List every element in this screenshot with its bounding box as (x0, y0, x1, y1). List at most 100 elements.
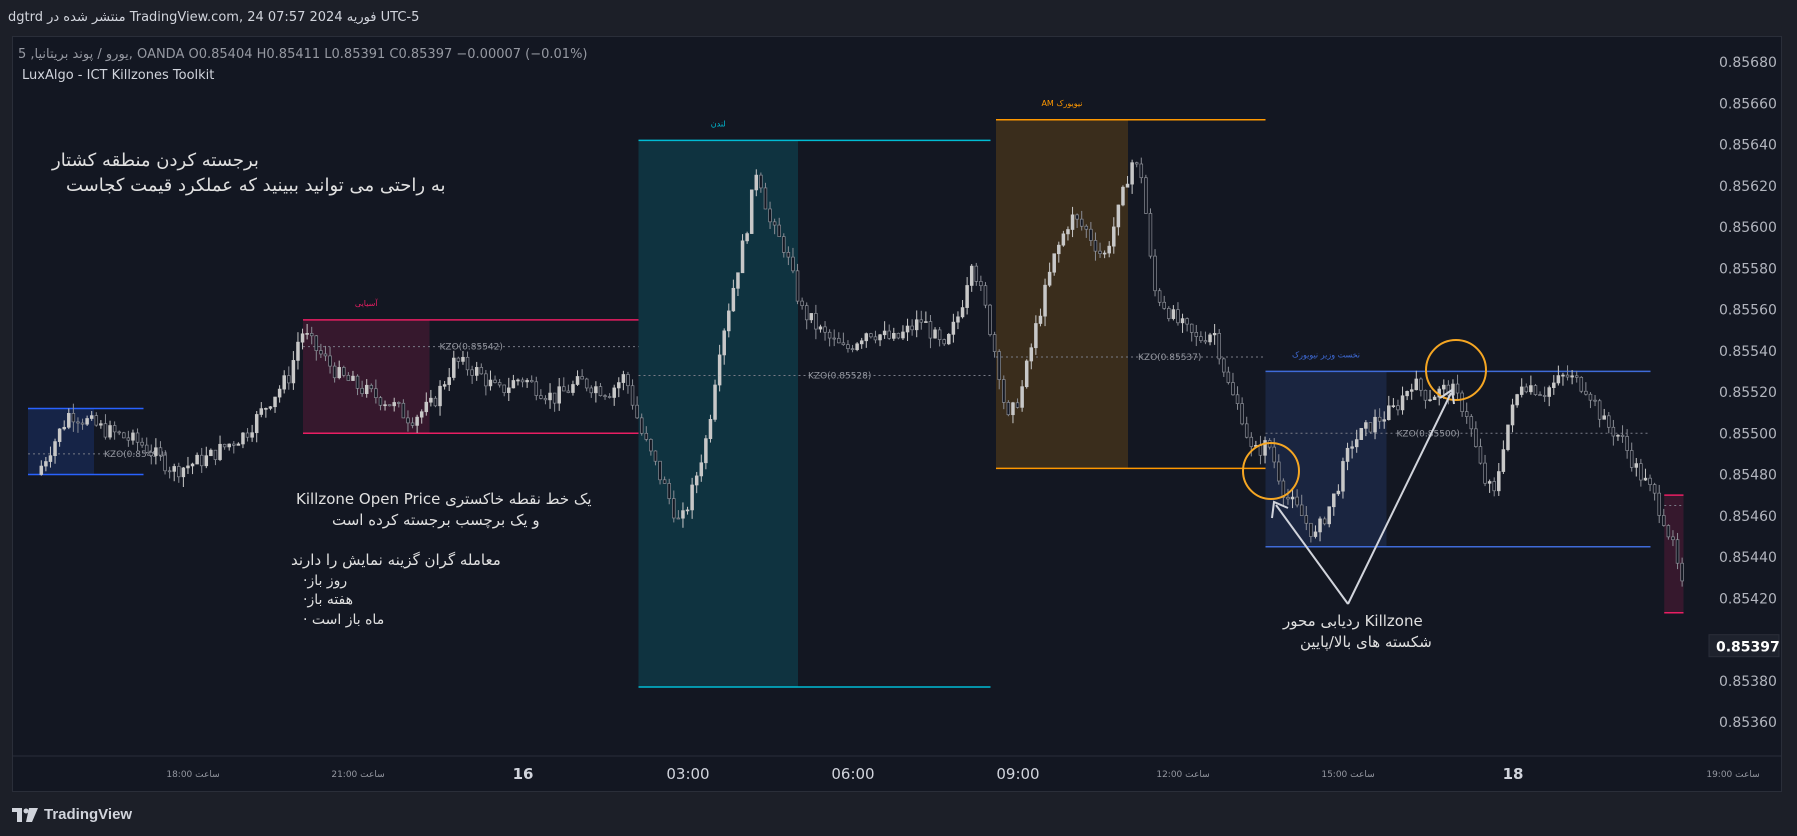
y-axis-tick-label: 0.85460 (1719, 509, 1777, 525)
x-axis-tick-label: 09:00 (996, 765, 1039, 783)
symbol-legend: یورو / پوند بریتانیا, 5, OANDA O0.85404 … (18, 47, 588, 62)
tradingview-logo[interactable]: TradingView (12, 806, 132, 823)
candle-body (956, 316, 960, 323)
candle-body (882, 330, 887, 336)
published-text: dgtrd منتشر شده در TradingView.com, 24 ف… (8, 10, 420, 25)
candle-body (76, 421, 80, 424)
indicator-legend: LuxAlgo - ICT Killzones Toolkit (22, 68, 214, 83)
candle-body (1464, 411, 1469, 417)
candle-body (1400, 395, 1405, 411)
candle-body (268, 406, 273, 409)
candle-body (910, 325, 914, 331)
candle-body (782, 236, 786, 253)
candle-body (649, 439, 653, 452)
candle-body (144, 444, 149, 453)
candle-body (452, 357, 456, 378)
candle-body (630, 385, 635, 406)
candle-body (580, 376, 584, 380)
candle-body (401, 402, 406, 419)
candle-body (1015, 402, 1020, 408)
candle-body (1556, 375, 1561, 384)
candle-body (1382, 419, 1386, 422)
candle-body (1652, 484, 1657, 494)
candle-body (314, 335, 319, 351)
candle-body (410, 422, 415, 426)
candle-body (901, 331, 905, 339)
candle-body (759, 174, 763, 189)
candle-body (1235, 394, 1240, 404)
y-axis-tick-label: 0.85580 (1719, 261, 1777, 277)
candle-body (406, 417, 410, 424)
candle-body (1098, 250, 1102, 254)
candle-body (1432, 396, 1437, 401)
candle-body (800, 300, 804, 306)
candle-body (305, 333, 309, 335)
candle-body (177, 466, 181, 478)
candle-body (621, 374, 626, 383)
candle-body (690, 484, 694, 511)
candle-body (772, 221, 777, 226)
candle-body (658, 460, 662, 481)
candle-body (626, 374, 630, 387)
candle-body (254, 414, 259, 434)
candle-body (1322, 518, 1327, 525)
candle-body (1419, 378, 1423, 391)
candle-body (163, 454, 167, 472)
candle-body (1570, 375, 1574, 378)
candle-body (1112, 226, 1116, 247)
candle-body (1510, 404, 1515, 426)
candle-body (969, 265, 974, 286)
candle-body (355, 375, 360, 389)
candle-body (1130, 162, 1134, 185)
candle-body (873, 336, 878, 341)
candle-body (323, 353, 328, 357)
y-axis-tick-label: 0.85560 (1719, 303, 1777, 319)
y-axis-tick-label: 0.85360 (1719, 715, 1777, 731)
candle-body (1011, 402, 1015, 416)
candle-body (135, 432, 140, 443)
candle-body (1066, 229, 1070, 235)
candle-body (1506, 424, 1510, 450)
candle-body (154, 447, 158, 456)
killzone-open-price-label: KZO(0.85490) (104, 450, 167, 460)
tradingview-icon (12, 807, 38, 822)
candle-body (562, 386, 566, 392)
candle-body (282, 375, 286, 390)
candle-body (1373, 416, 1377, 433)
candle-body (1089, 228, 1093, 241)
candle-body (1629, 450, 1634, 468)
candle-body (172, 466, 176, 472)
candle-body (672, 498, 676, 519)
candle-body (204, 455, 209, 467)
candle-body (1341, 461, 1345, 492)
candle-body (1368, 422, 1373, 433)
candle-body (213, 449, 218, 460)
candle-body (832, 337, 836, 340)
y-axis-tick-label: 0.85680 (1719, 55, 1777, 71)
killzone-box (303, 319, 430, 434)
candle-body (846, 344, 850, 350)
killzone-box (1664, 495, 1684, 613)
candle-body (1079, 218, 1084, 227)
candle-body (1263, 440, 1267, 456)
candle-body (1478, 446, 1483, 464)
killzone-open-price-label: KZO(0.85528) (808, 372, 871, 382)
arrow-head-left (1271, 500, 1289, 519)
y-axis-tick-label: 0.85420 (1719, 591, 1777, 607)
candle-body (287, 375, 291, 384)
killzone-box (638, 140, 798, 687)
candle-body (218, 443, 222, 460)
candle-body (694, 475, 699, 486)
candle-body (928, 321, 933, 339)
candle-body (1244, 423, 1249, 438)
candle-body (1428, 399, 1432, 402)
candle-body (809, 313, 814, 321)
candle-body (841, 342, 846, 345)
candle-body (1057, 244, 1061, 255)
candle-body (1189, 323, 1194, 333)
candle-body (639, 417, 644, 434)
candle-body (919, 319, 924, 323)
candle-body (195, 454, 199, 465)
candle-body (1304, 515, 1309, 524)
